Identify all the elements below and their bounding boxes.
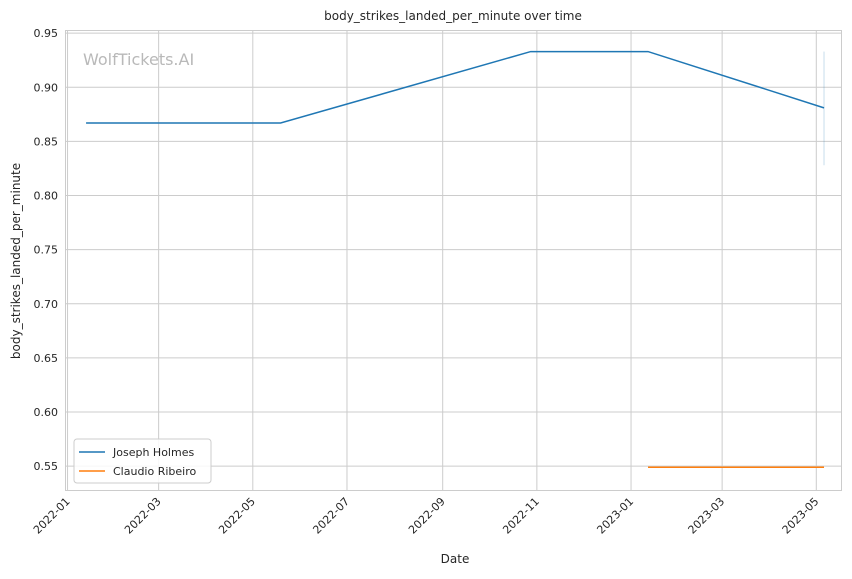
x-axis-label: Date: [441, 552, 470, 566]
y-tick-label: 0.70: [34, 298, 59, 311]
y-tick-label: 0.95: [34, 27, 59, 40]
y-tick-labels: 0.55 0.60 0.65 0.70 0.75 0.80 0.85 0.90 0.95: [34, 27, 59, 473]
legend-label-joseph-holmes: Joseph Holmes: [112, 446, 194, 459]
y-tick-label: 0.55: [34, 460, 59, 473]
grid-lines: [66, 31, 841, 490]
y-tick-label: 0.65: [34, 352, 59, 365]
chart-title: body_strikes_landed_per_minute over time: [324, 9, 582, 23]
y-tick-label: 0.60: [34, 406, 59, 419]
series-lines: [86, 50, 825, 469]
y-tick-label: 0.90: [34, 81, 59, 94]
legend-box: [73, 438, 212, 484]
legend-label-claudio-ribeiro: Claudio Ribeiro: [113, 465, 197, 478]
series-line-joseph-holmes: [86, 50, 825, 124]
y-tick-label: 0.75: [34, 244, 59, 257]
y-axis-label: body_strikes_landed_per_minute: [9, 163, 23, 359]
y-tick-label: 0.80: [34, 190, 59, 203]
legend: Joseph Holmes Claudio Ribeiro: [73, 438, 212, 484]
plot-frame: [65, 30, 842, 491]
watermark: WolfTickets.AI: [83, 50, 194, 69]
y-tick-label: 0.85: [34, 135, 59, 148]
